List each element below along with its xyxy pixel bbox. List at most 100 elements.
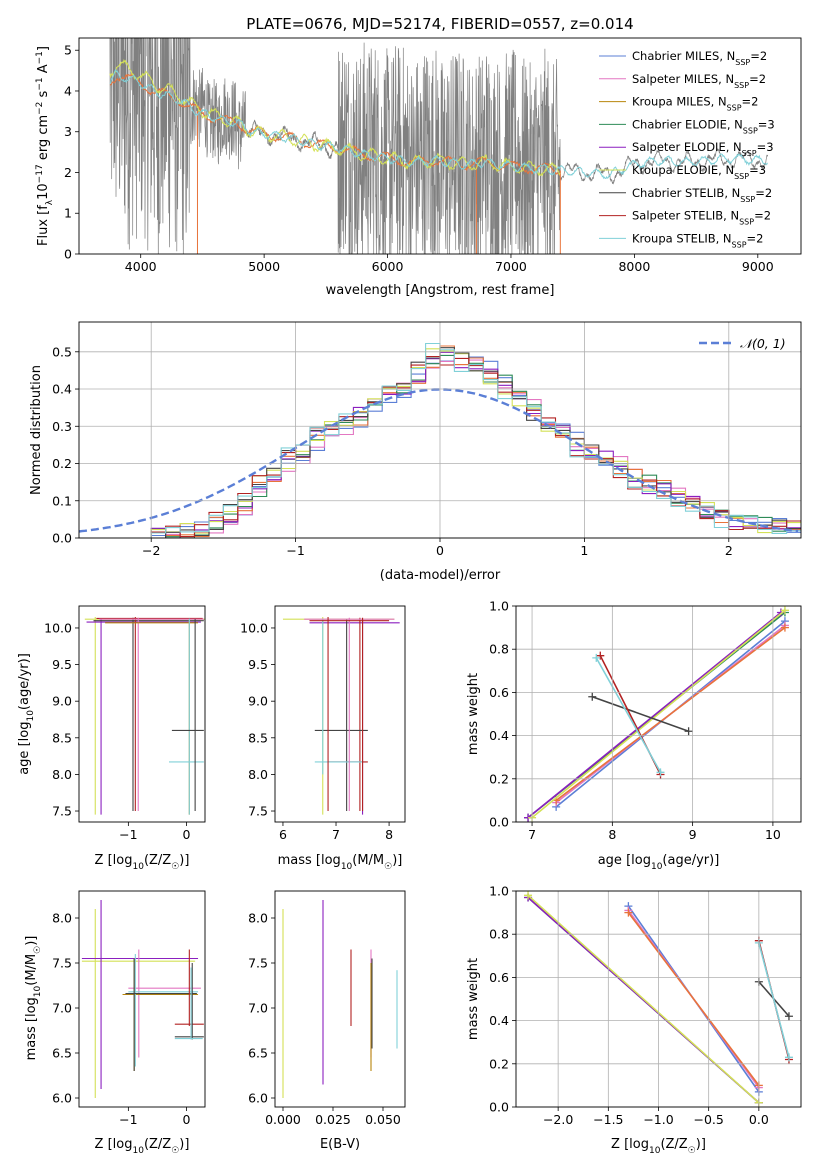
legend-label: Kroupa MILES, NSSP=2 <box>632 95 758 113</box>
x-tick-label: 8 <box>385 827 393 842</box>
label-part: s <box>36 90 51 101</box>
series-marker <box>776 608 785 617</box>
x-tick-label: −1 <box>119 1112 137 1127</box>
x-axis-label: Z [log10(Z/Z☉)] <box>611 1137 706 1156</box>
series-marker <box>588 692 597 701</box>
label-part: 10 <box>132 1146 144 1156</box>
label-part: ☉ <box>384 862 392 872</box>
x-axis-label: Z [log10(Z/Z☉)] <box>95 853 190 872</box>
series-marker <box>784 1012 793 1021</box>
y-tick-label: 7.0 <box>248 1001 268 1016</box>
y-tick-label: 7.5 <box>248 956 268 971</box>
x-tick-label: 0.050 <box>365 1112 401 1127</box>
x-tick-label: 0.0 <box>749 1112 769 1127</box>
series-line <box>527 894 760 1104</box>
label-part: mass [log <box>278 853 341 868</box>
axes-frame <box>274 605 406 823</box>
legend-label: Kroupa ELODIE, NSSP=3 <box>632 163 766 181</box>
label-part: 10 <box>649 1146 661 1156</box>
x-tick-label: 0.000 <box>265 1112 301 1127</box>
legend-label: Salpeter MILES, NSSP=2 <box>632 72 766 90</box>
y-axis-label: age [log10(age/yr)] <box>17 653 36 775</box>
axes-frame <box>274 890 406 1108</box>
y-tick-label: 0 <box>64 247 72 262</box>
axes-mass-vs-Z: −1 06.06.57.07.58.0Z [log10(Z/Z☉)]mass [l… <box>24 890 206 1156</box>
legend-label-text: Kroupa MILES, N <box>632 95 727 109</box>
series-line <box>527 611 782 819</box>
legend-label-tail: =2 <box>747 231 764 245</box>
label-part: −1 <box>35 51 45 64</box>
legend-label-tail: =2 <box>749 72 766 86</box>
y-tick-label: 7.5 <box>52 956 72 971</box>
axes-age-vs-Z: −1 07.58.08.59.09.510.0Z [log10(Z/Z☉)]age… <box>17 605 206 872</box>
label-part: A <box>36 64 51 77</box>
y-tick-label: 4 <box>64 83 72 98</box>
series-marker <box>780 623 789 632</box>
y-tick-label: 5 <box>64 43 72 58</box>
y-tick-label: 8.5 <box>248 730 268 745</box>
legend-label-tail: =2 <box>754 209 771 223</box>
series-marker <box>684 727 693 736</box>
plot-area-mass-vs-EBV <box>282 900 398 1098</box>
plot-area-spectrum <box>109 38 769 254</box>
x-tick-label: 7000 <box>495 259 527 274</box>
series-line <box>531 609 786 819</box>
label-part: 10 <box>33 985 43 997</box>
x-axis-label: wavelength [Angstrom, rest frame] <box>326 283 555 298</box>
axes-frame <box>78 37 802 255</box>
plot-layer: 4000 5000 6000 7000 8000 9000012345wavelength… <box>17 37 802 1156</box>
y-tick-label: 9.5 <box>52 657 72 672</box>
series-marker <box>656 768 665 777</box>
series-line <box>758 942 790 1058</box>
x-axis-label: E(B-V) <box>320 1137 360 1152</box>
x-axis-label: (data-model)/error <box>380 568 501 583</box>
x-tick-label: −2 <box>142 543 160 558</box>
y-tick-label: 0.4 <box>52 382 72 397</box>
label-part: −17 <box>35 164 45 183</box>
y-tick-label: 10.0 <box>44 620 72 635</box>
x-tick-label: −1 <box>286 543 304 558</box>
y-tick-label: 8.5 <box>52 730 72 745</box>
label-part: 10 <box>36 183 51 200</box>
legend-label-text: Salpeter STELIB, N <box>632 209 739 223</box>
legend-label-sub: SSP <box>734 80 749 89</box>
label-part: (M/M <box>24 954 39 986</box>
plot-area-mass-vs-Z <box>81 900 204 1098</box>
data-spectrum <box>109 38 769 254</box>
y-tick-label: 7.0 <box>52 1001 72 1016</box>
label-part: Z [log <box>611 1137 649 1152</box>
x-tick-label: 5000 <box>248 259 280 274</box>
x-tick-label: 8000 <box>618 259 650 274</box>
x-axis-label: age [log10(age/yr)] <box>598 853 720 872</box>
label-part: mass [log <box>24 997 39 1060</box>
legend-label: 𝒩(0, 1) <box>740 336 786 351</box>
label-part: ☉ <box>171 862 179 872</box>
legend-label-sub: SSP <box>740 194 755 203</box>
y-tick-label: 3 <box>64 124 72 139</box>
axes-age-vs-mass: 6 7 8 7.5 8.0 8.5 9.0 9.5 10.0 mass [log10(M/M☉)] <box>240 605 406 872</box>
legend-label-sub: SSP <box>742 149 757 158</box>
y-tick-label: 0.2 <box>52 456 72 471</box>
x-tick-label: 1 <box>580 543 588 558</box>
y-tick-label: 0.0 <box>489 815 509 830</box>
y-axis-label: Normed distribution <box>29 365 44 495</box>
y-tick-label: 6.5 <box>52 1046 72 1061</box>
x-tick-label: 10 <box>765 827 781 842</box>
legend-label-tail: =2 <box>755 186 772 200</box>
y-tick-label: 0.5 <box>52 344 72 359</box>
label-part: 10 <box>651 862 663 872</box>
label-part: )] <box>392 853 402 868</box>
legend-label-tail: =2 <box>742 95 759 109</box>
y-axis-label: mass weight <box>466 673 481 755</box>
legend-label-text: Salpeter ELODIE, N <box>632 140 742 154</box>
x-tick-label: 0.025 <box>315 1112 351 1127</box>
legend-label-text: Chabrier ELODIE, N <box>632 117 743 131</box>
plot-area-weight-vs-age <box>524 606 789 822</box>
axes-spectrum: 4000 5000 6000 7000 8000 9000 0 1 2 3 4 5 wavelength… <box>35 37 802 298</box>
legend-label: Chabrier ELODIE, NSSP=3 <box>632 117 775 135</box>
y-tick-label: 9.0 <box>52 694 72 709</box>
axes-residuals: −2 −1 0 1 2 0.0 0.1 0.2 0.3 0.4 0.5 (data-model)/er… <box>29 321 802 583</box>
y-axis-label: mass [log10(M/M☉)] <box>24 936 43 1061</box>
label-part: (Z/Z <box>144 853 171 868</box>
